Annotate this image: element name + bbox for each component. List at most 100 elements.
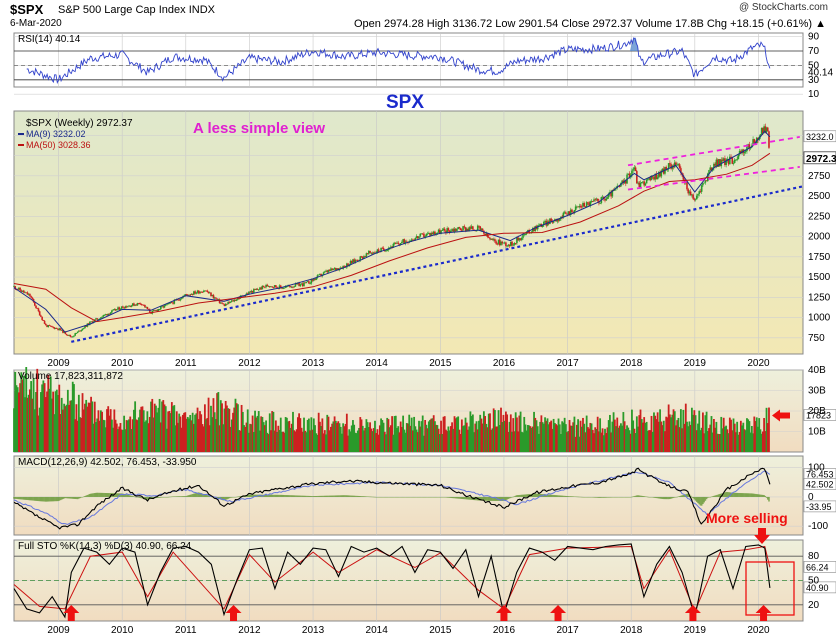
- price-candle: [261, 285, 264, 290]
- macd-histogram-bar: [59, 496, 62, 501]
- volume-bar: [287, 421, 289, 452]
- macd-histogram-bar: [289, 495, 292, 497]
- price-candle: [330, 268, 332, 271]
- chart-subtitle: A less simple view: [193, 120, 325, 137]
- volume-bar: [473, 432, 475, 452]
- price-candle: [440, 230, 442, 234]
- price-candle: [353, 259, 355, 263]
- macd-histogram-bar: [343, 495, 346, 497]
- price-y-tick-label: 2000: [808, 232, 831, 243]
- price-candle: [763, 126, 765, 133]
- volume-bar: [464, 417, 467, 452]
- macd-histogram-bar: [178, 496, 180, 497]
- macd-histogram-bar: [594, 496, 597, 498]
- volume-bar: [99, 410, 102, 452]
- volume-bar: [522, 432, 524, 452]
- price-candle: [254, 289, 256, 290]
- macd-histogram-bar: [267, 494, 270, 497]
- macd-histogram-bar: [735, 492, 737, 497]
- macd-histogram-bar: [359, 496, 362, 497]
- price-candle: [118, 307, 121, 310]
- volume-bar: [261, 416, 264, 452]
- volume-bar: [174, 425, 177, 452]
- price-candle: [748, 144, 751, 149]
- sto-d-line: [13, 545, 771, 613]
- volume-bar: [79, 417, 81, 452]
- volume-bar: [271, 411, 274, 452]
- macd-histogram-bar: [451, 496, 453, 499]
- price-candle: [42, 319, 45, 321]
- volume-bar: [675, 425, 677, 452]
- volume-bar: [765, 407, 768, 452]
- volume-bar: [164, 406, 167, 452]
- price-candle: [694, 199, 697, 201]
- price-candle: [235, 299, 238, 301]
- price-candle: [737, 154, 740, 160]
- volume-bar: [755, 417, 758, 452]
- price-candle: [396, 242, 398, 244]
- volume-bar: [92, 423, 95, 452]
- volume-bar: [442, 416, 445, 452]
- price-y-tick-label: 750: [808, 333, 825, 344]
- volume-bar: [197, 419, 200, 452]
- price-candle: [346, 263, 348, 268]
- volume-bar: [311, 429, 314, 452]
- price-y-tick-label: 2750: [808, 171, 831, 182]
- volume-bar: [408, 414, 411, 452]
- price-candle: [85, 325, 87, 327]
- rsi-overbought-fill: [629, 37, 639, 51]
- volume-bar: [553, 422, 556, 452]
- volume-value-tag: [803, 409, 836, 421]
- volume-bar: [381, 420, 384, 452]
- macd-histogram-bar: [468, 496, 470, 500]
- volume-bar: [506, 414, 509, 452]
- price-candle: [678, 164, 681, 169]
- price-candle: [760, 128, 763, 135]
- volume-bar: [259, 430, 261, 452]
- volume-bar: [496, 426, 499, 452]
- macd-histogram-bar: [555, 495, 557, 497]
- volume-bar: [207, 397, 210, 452]
- volume-bar: [140, 406, 143, 452]
- macd-histogram-bar: [106, 493, 108, 497]
- rsi-line: [26, 37, 771, 84]
- volume-bar: [583, 423, 586, 452]
- macd-histogram-bar: [64, 496, 67, 499]
- macd-histogram-bar: [383, 496, 386, 498]
- volume-bar: [22, 376, 25, 452]
- macd-histogram-bar: [36, 496, 39, 501]
- volume-bar: [333, 416, 336, 452]
- sto-x-tick-label: 2015: [429, 625, 452, 636]
- price-candle: [588, 202, 590, 206]
- volume-bar: [579, 420, 582, 452]
- price-candle: [317, 274, 320, 276]
- macd-histogram-bar: [749, 493, 752, 497]
- volume-bar: [306, 419, 309, 452]
- price-candle: [89, 321, 91, 325]
- volume-bar: [486, 427, 489, 452]
- volume-bar: [14, 371, 17, 452]
- price-candle: [253, 289, 255, 293]
- sto-up-arrow-icon: [755, 605, 772, 621]
- macd-histogram-bar: [483, 496, 485, 501]
- volume-bar: [463, 425, 466, 452]
- macd-histogram-bar: [164, 496, 167, 498]
- macd-histogram-bar: [87, 494, 90, 497]
- volume-bar: [354, 432, 357, 452]
- volume-bar: [219, 400, 222, 452]
- macd-histogram-bar: [644, 496, 647, 497]
- volume-bar: [624, 429, 627, 452]
- macd-histogram-bar: [489, 496, 491, 501]
- volume-bar: [637, 426, 639, 452]
- price-candle: [418, 236, 420, 239]
- volume-bar: [375, 432, 378, 452]
- volume-bar: [728, 417, 731, 452]
- macd-histogram-bar: [748, 493, 751, 497]
- macd-histogram-bar: [506, 496, 508, 500]
- macd-histogram-bar: [104, 492, 107, 497]
- price-candle: [563, 212, 566, 214]
- price-candle: [692, 194, 694, 199]
- price-candle: [516, 237, 518, 244]
- price-candle: [533, 228, 535, 232]
- price-candle: [34, 302, 36, 306]
